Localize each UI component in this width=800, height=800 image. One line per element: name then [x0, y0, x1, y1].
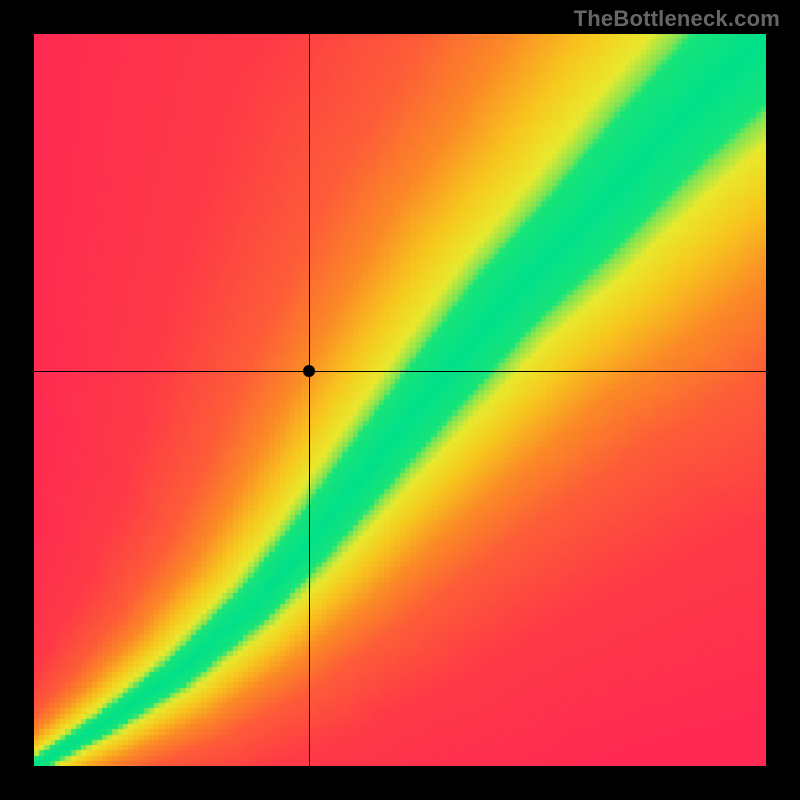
heatmap-canvas	[34, 34, 766, 766]
crosshair-marker-dot	[303, 365, 315, 377]
bottleneck-heatmap-figure: TheBottleneck.com	[0, 0, 800, 800]
crosshair-horizontal	[34, 371, 766, 372]
crosshair-vertical	[309, 34, 310, 766]
plot-area	[34, 34, 766, 766]
watermark-text: TheBottleneck.com	[574, 6, 780, 32]
